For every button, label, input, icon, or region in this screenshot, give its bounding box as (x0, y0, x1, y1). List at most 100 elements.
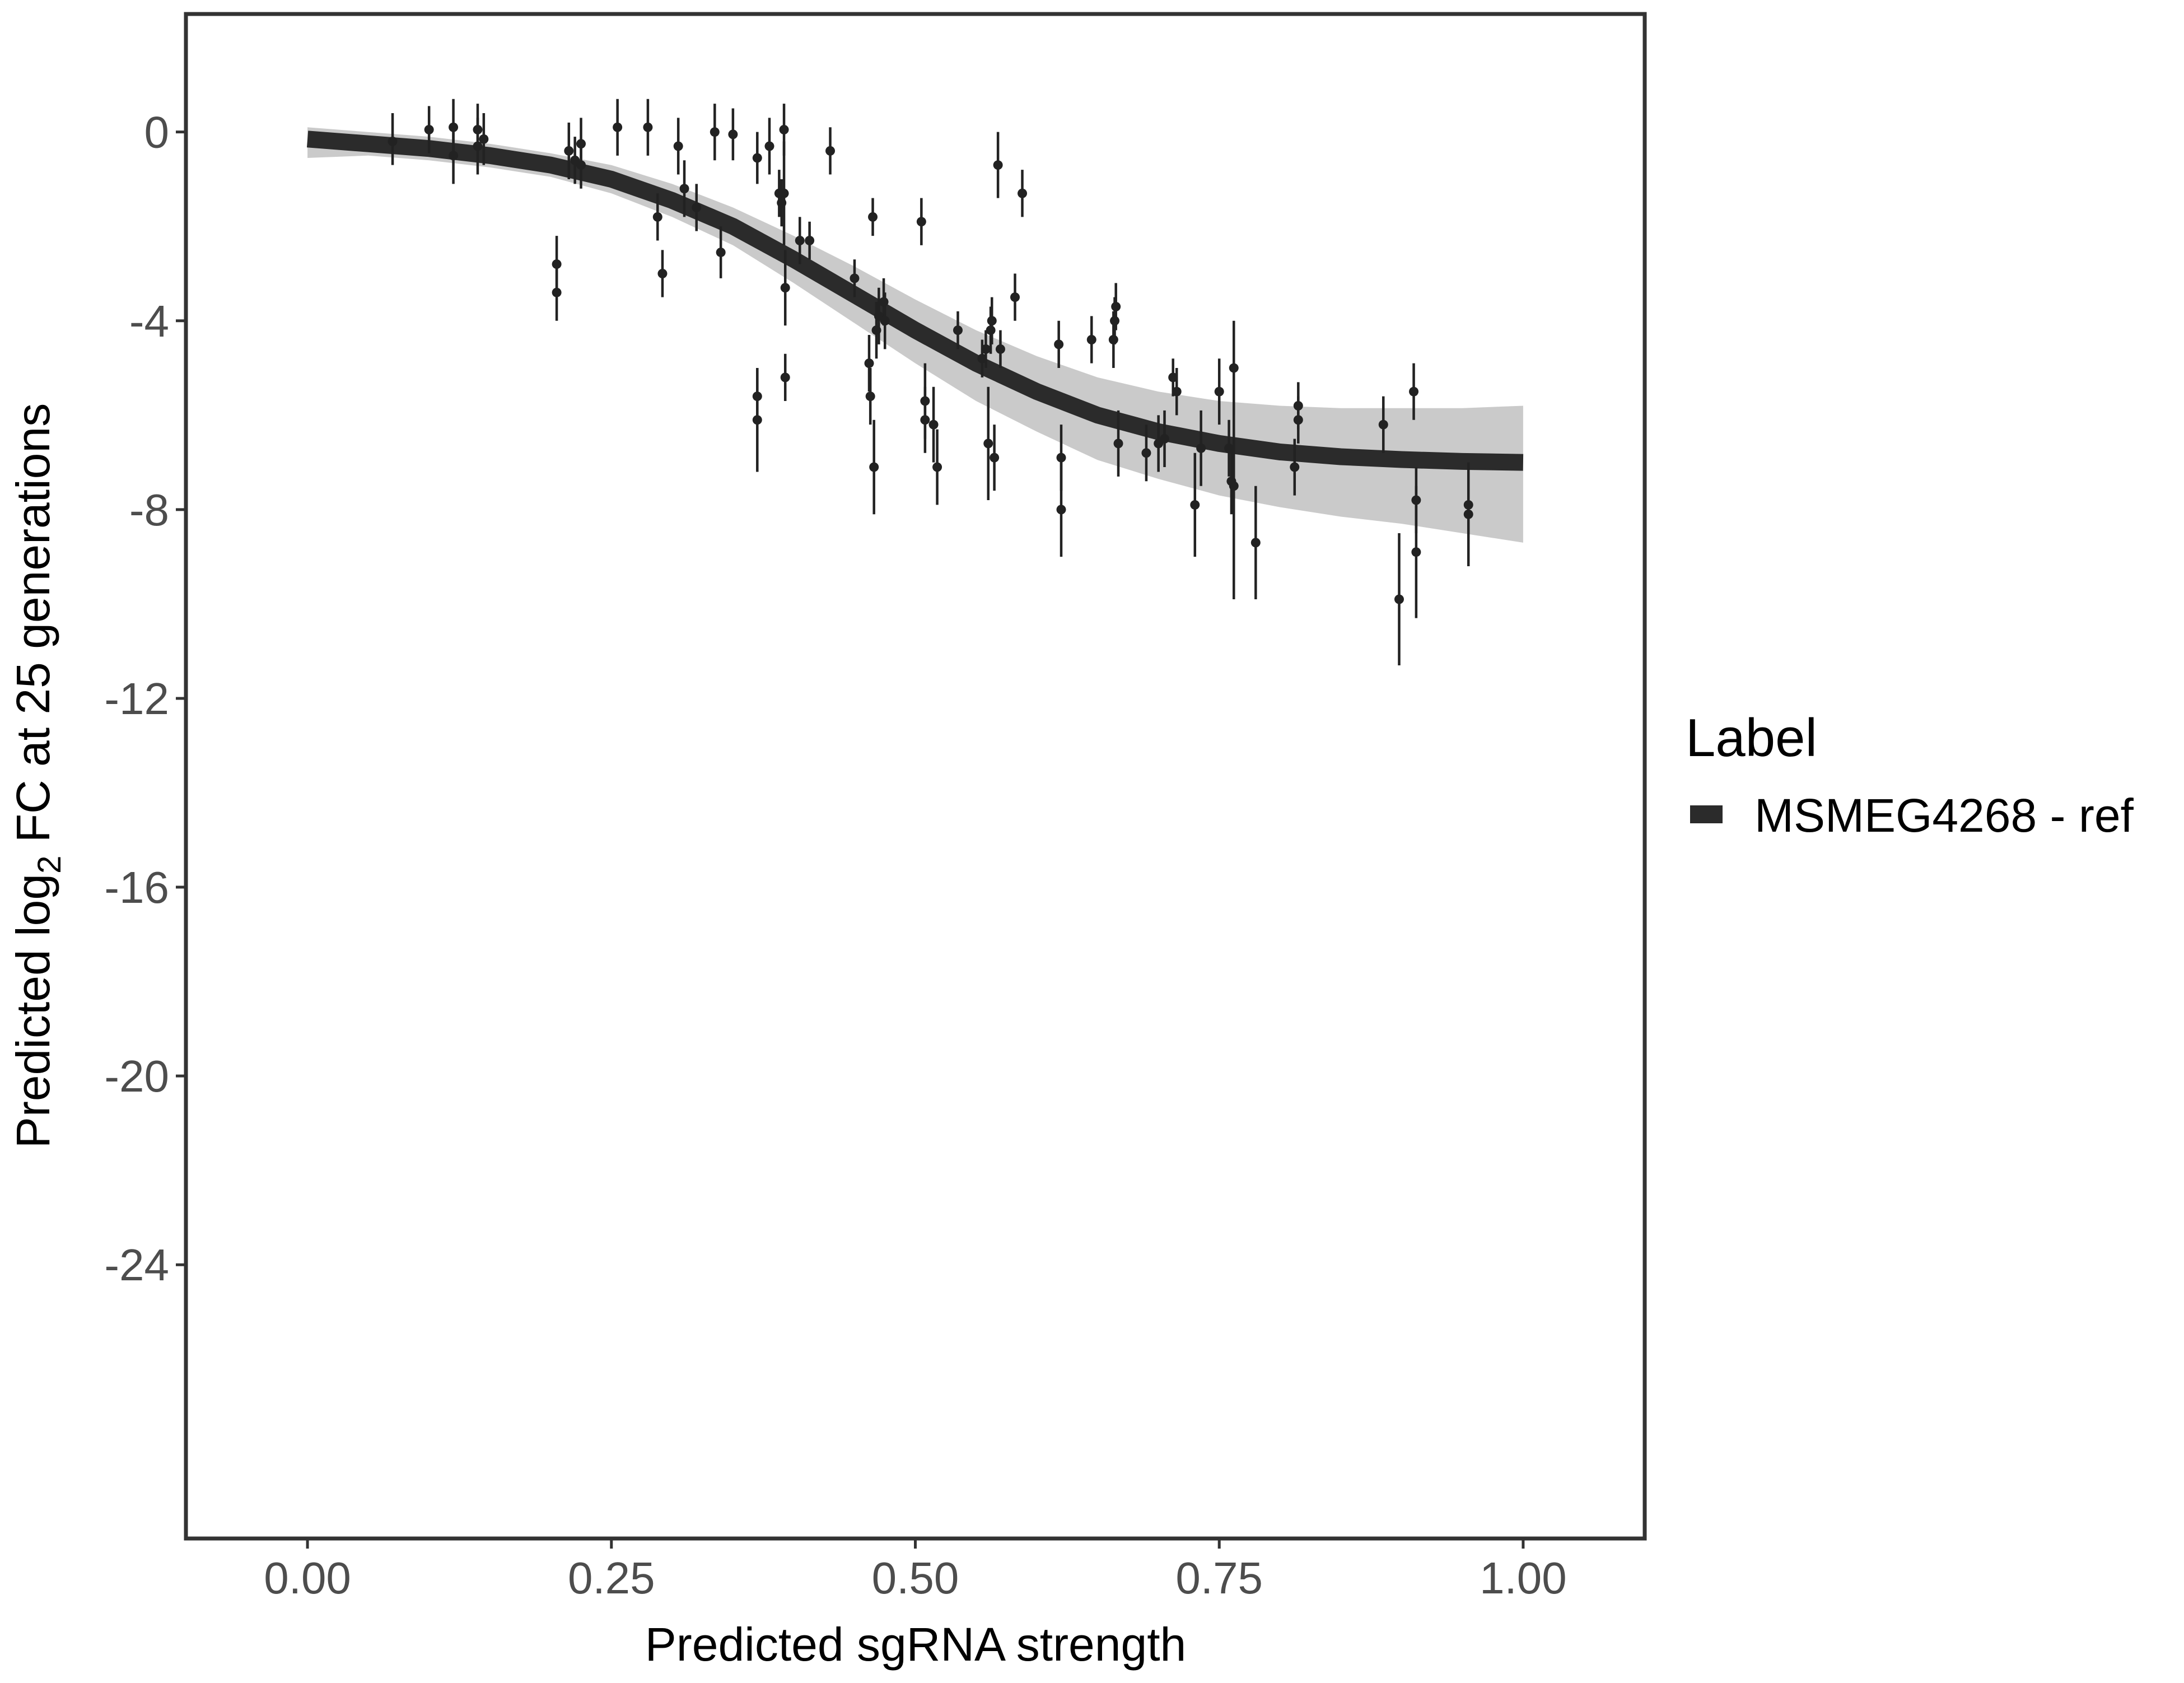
y-axis-label: Predicted log2 FC at 25 generations (7, 403, 68, 1148)
data-point (780, 283, 790, 293)
data-point (779, 188, 789, 198)
legend: Label MSMEG4268 - ref (1686, 708, 2134, 842)
y-tick-label: -24 (104, 1240, 169, 1290)
y-tick-label: -8 (129, 485, 169, 535)
x-axis-label: Predicted sgRNA strength (645, 1618, 1187, 1671)
data-point (1250, 538, 1261, 548)
y-tick-label: -20 (104, 1051, 169, 1101)
data-point (552, 259, 562, 269)
data-point (613, 122, 623, 132)
data-point (879, 297, 889, 307)
data-point (953, 325, 963, 335)
data-point (1056, 453, 1066, 463)
data-point (449, 122, 459, 132)
x-tick-label: 0.25 (568, 1553, 655, 1603)
data-point (1394, 594, 1404, 604)
data-point (1378, 419, 1388, 430)
y-axis-label-subscript: 2 (31, 856, 68, 874)
data-point (825, 146, 836, 156)
data-point (1160, 433, 1170, 444)
fit-curve-layer (306, 130, 1524, 471)
data-point (977, 353, 987, 363)
data-point (983, 439, 993, 449)
data-point (1411, 547, 1421, 557)
data-point (388, 137, 398, 147)
data-point (692, 203, 702, 213)
data-point (576, 139, 586, 149)
data-point (473, 141, 483, 151)
data-point (932, 462, 942, 472)
x-tick-label: 0.00 (264, 1553, 351, 1603)
data-point (1293, 400, 1303, 411)
data-point (986, 325, 996, 335)
data-point (805, 236, 815, 246)
data-point (850, 273, 860, 283)
data-point (993, 160, 1003, 170)
data-point (1110, 316, 1120, 326)
data-point (657, 268, 668, 278)
data-point (987, 316, 997, 326)
y-tick-label: -12 (104, 674, 169, 724)
data-point (1018, 188, 1028, 198)
data-point-layer (388, 122, 1473, 604)
data-point (869, 462, 879, 472)
data-point (1054, 339, 1064, 349)
data-point (752, 415, 762, 425)
error-bar-layer (391, 99, 1470, 665)
data-point (1411, 495, 1421, 505)
data-point (728, 129, 738, 139)
y-axis-ticks: 0 -4 -8 -12 -16 -20 -24 (104, 108, 186, 1290)
x-tick-label: 1.00 (1480, 1553, 1567, 1603)
data-point (1168, 372, 1178, 383)
y-tick-label: 0 (144, 108, 170, 157)
data-point (1056, 505, 1066, 515)
data-point (473, 124, 483, 134)
data-point (865, 391, 875, 402)
legend-title: Label (1686, 708, 1817, 768)
fit-curve-line (306, 130, 1524, 471)
data-point (576, 160, 586, 170)
x-axis-ticks: 0.00 0.25 0.50 0.75 1.00 (264, 1539, 1567, 1603)
legend-key-swatch (1690, 805, 1723, 823)
data-point (1190, 500, 1200, 510)
data-point (1141, 448, 1151, 458)
data-point (864, 358, 874, 369)
data-point (871, 325, 881, 335)
data-point (716, 248, 726, 258)
x-tick-label: 0.75 (1175, 1553, 1263, 1603)
data-point (1293, 415, 1303, 425)
data-point (449, 151, 459, 161)
data-point (1196, 443, 1206, 453)
data-point (916, 217, 926, 227)
data-point (1229, 363, 1239, 373)
y-tick-label: -4 (129, 296, 169, 346)
data-point (1409, 386, 1419, 397)
data-point (795, 236, 805, 246)
data-point (1214, 386, 1224, 397)
data-point (880, 316, 890, 326)
data-point (1086, 334, 1096, 344)
y-axis-label-suffix: FC at 25 generations (7, 403, 59, 856)
y-axis-label-prefix: Predicted log (7, 874, 59, 1148)
data-point (995, 344, 1005, 354)
data-point (990, 453, 1000, 463)
data-point (868, 212, 878, 222)
data-point (920, 415, 930, 425)
data-point (643, 122, 653, 132)
data-point (1290, 462, 1300, 472)
data-point (920, 396, 930, 406)
data-point (1172, 386, 1182, 397)
legend-entry-label: MSMEG4268 - ref (1754, 789, 2134, 842)
data-point (779, 124, 789, 134)
data-point (710, 127, 720, 137)
data-point (1111, 301, 1121, 311)
data-point (1463, 500, 1473, 510)
data-point (564, 146, 574, 156)
data-point (552, 287, 562, 297)
data-point (652, 212, 662, 222)
data-point (764, 141, 774, 151)
data-point (1010, 292, 1020, 302)
data-point (780, 372, 790, 383)
